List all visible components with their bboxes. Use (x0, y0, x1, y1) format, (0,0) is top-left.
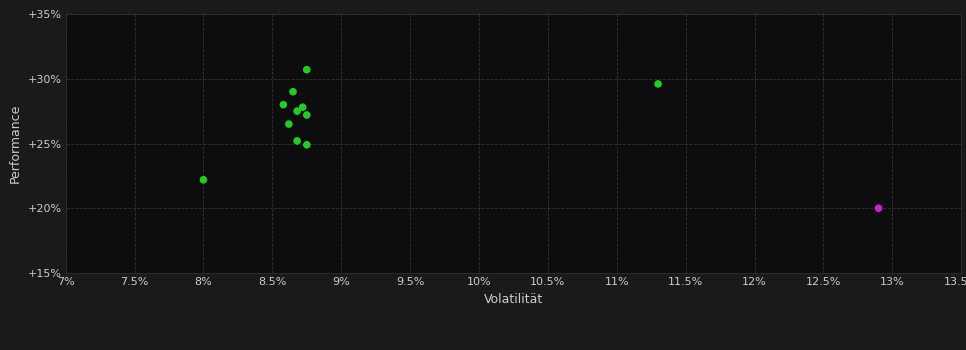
Point (196, 177, 212, 183)
Point (299, 67, 315, 72)
Point (290, 138, 305, 144)
Point (290, 108, 305, 114)
Point (281, 121, 297, 127)
Point (870, 205, 886, 211)
Point (650, 81, 666, 87)
Point (285, 89, 300, 95)
X-axis label: Volatilität: Volatilität (484, 293, 543, 306)
Y-axis label: Performance: Performance (9, 104, 22, 183)
Point (299, 142, 315, 148)
Point (275, 102, 291, 107)
Point (295, 104, 310, 110)
Point (299, 112, 315, 118)
